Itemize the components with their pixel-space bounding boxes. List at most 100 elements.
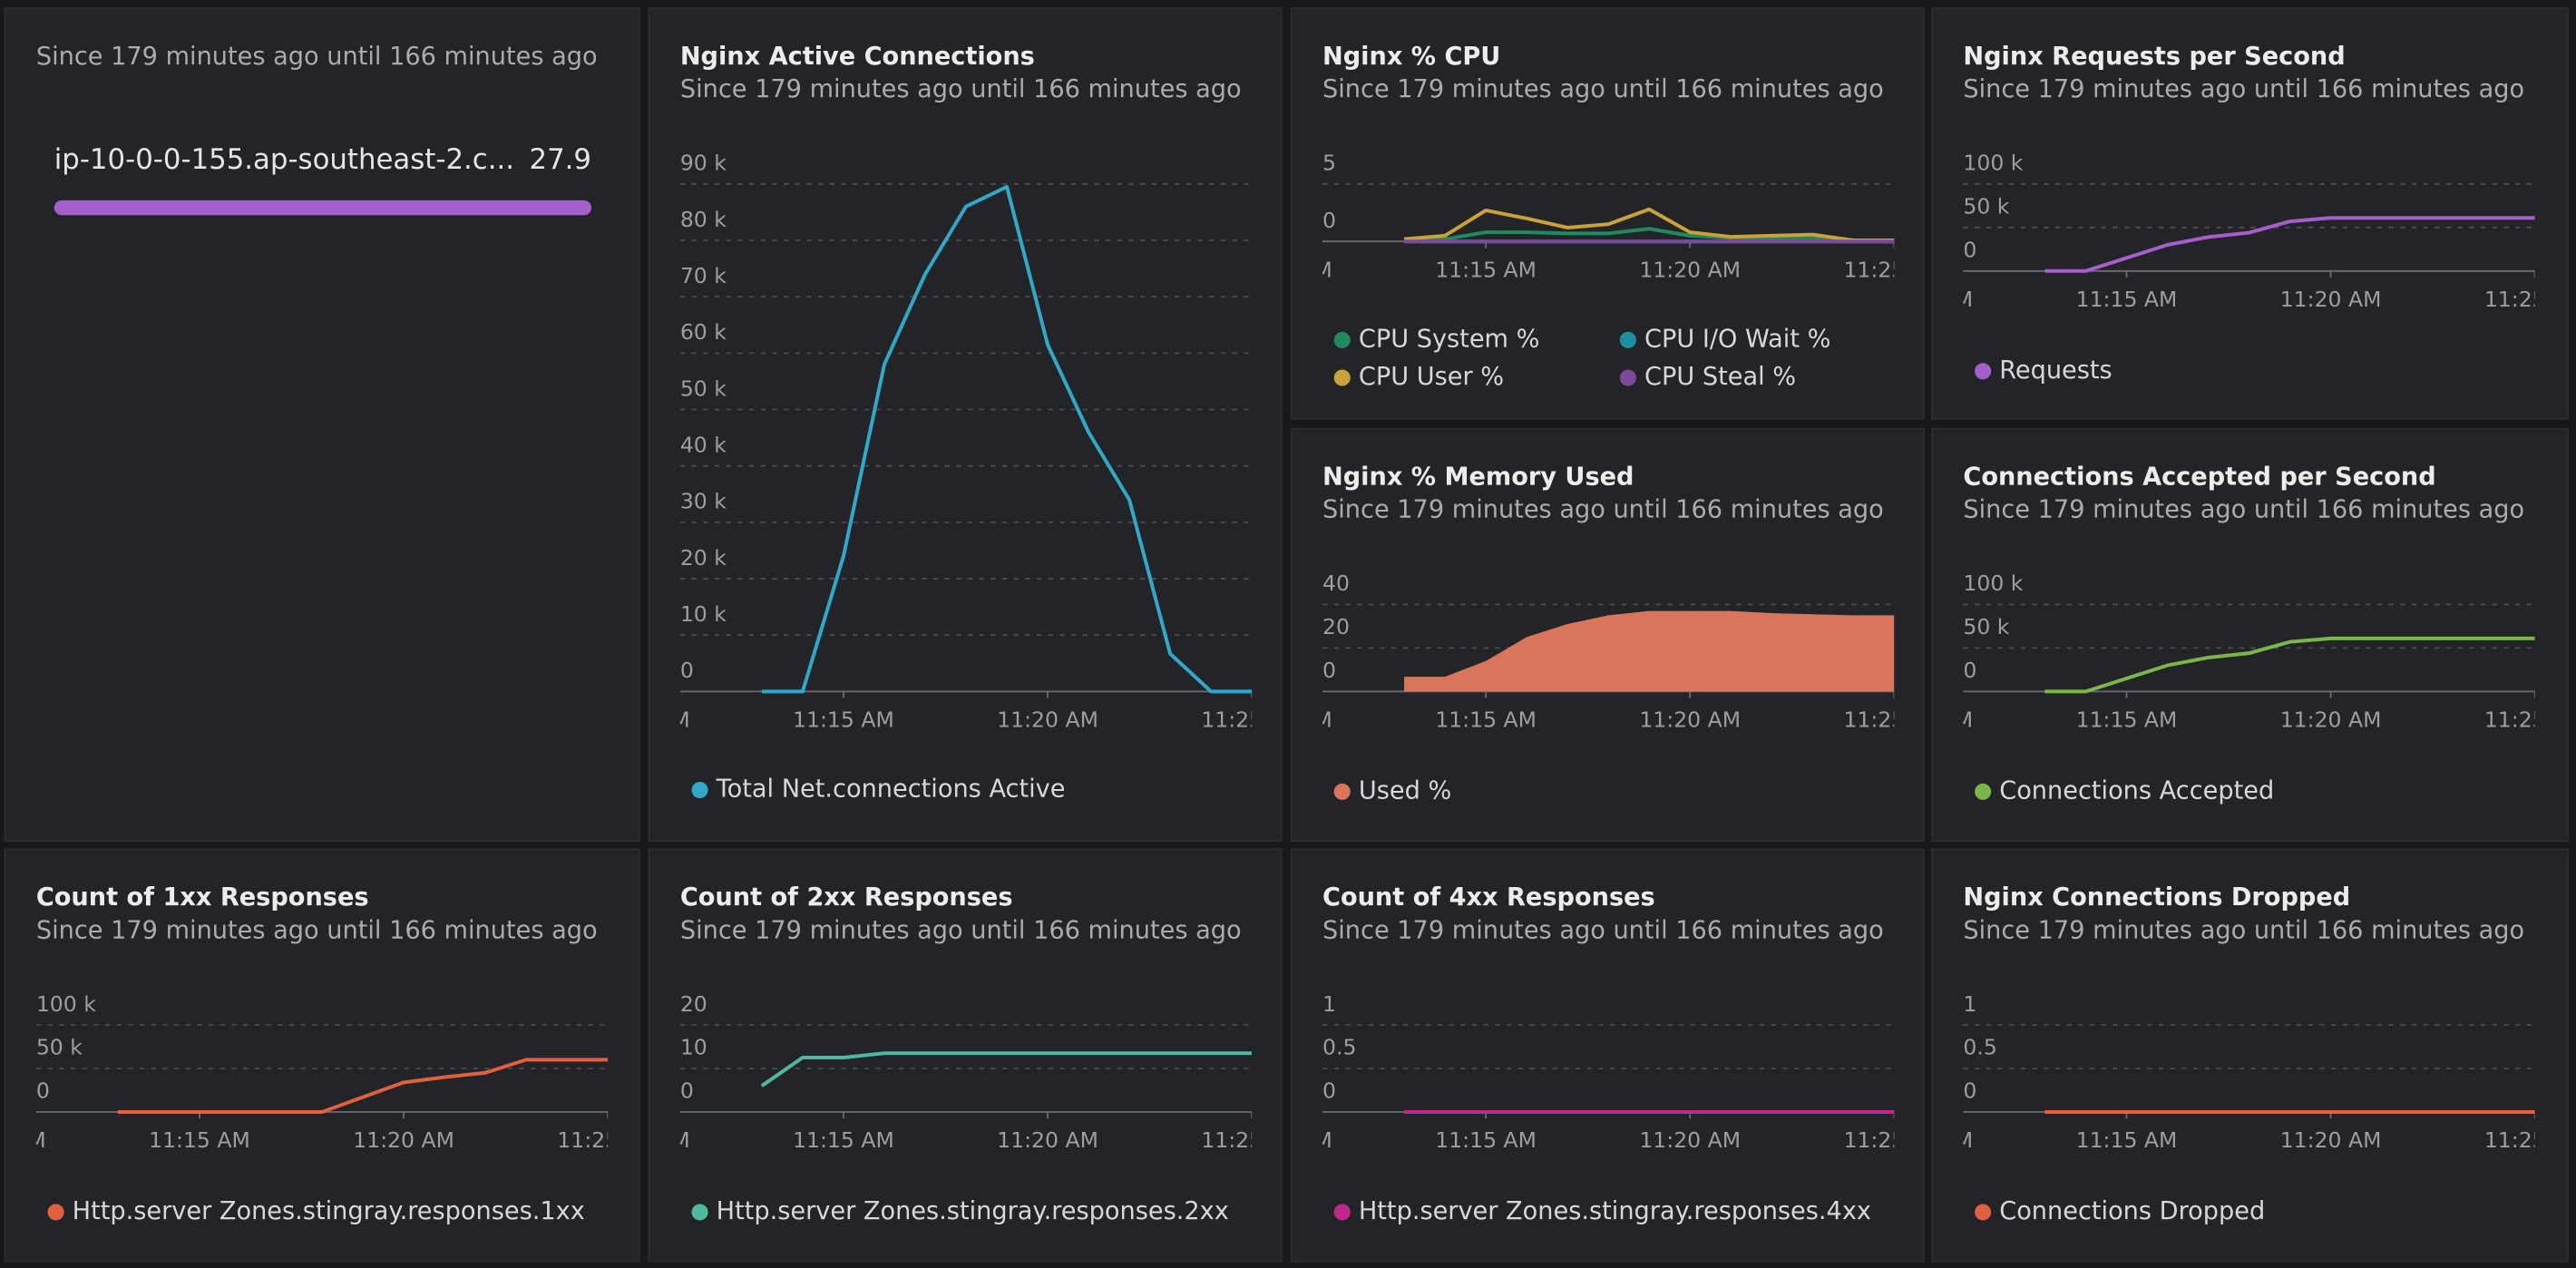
y-tick-label: 1: [1322, 991, 1336, 1017]
x-tick-label: 11:20 AM: [1639, 1127, 1741, 1153]
y-tick-label: 10 k: [680, 601, 727, 627]
series-line: [2044, 216, 2535, 273]
x-tick-label: 11:15 AM: [1435, 1127, 1537, 1153]
y-tick-label: 0: [1963, 238, 1976, 263]
plot-area: 11:10 AM 11:15 AM 11:20 AM 11:25 AM: [680, 1051, 1303, 1153]
legend-swatch: [1619, 369, 1636, 386]
y-tick-label: 0: [680, 658, 694, 683]
y-tick-label: 50 k: [1963, 194, 2009, 219]
legend-label: CPU I/O Wait %: [1644, 325, 1830, 353]
series-line: [760, 1051, 1253, 1088]
panel-background: [4, 7, 640, 843]
y-tick-label: 20: [680, 991, 707, 1017]
legend-swatch: [1619, 331, 1636, 348]
y-tick-label: 20: [1322, 614, 1350, 639]
x-tick-label: 11:20 AM: [1639, 707, 1741, 732]
legend-label: Http.server Zones.stingray.responses.1xx: [73, 1197, 585, 1225]
panel-background: [1290, 7, 1925, 420]
x-tick-label: 11:25 AM: [1201, 1127, 1303, 1153]
x-tick-label: 11:15 AM: [1435, 707, 1537, 732]
panel-background: [648, 7, 1283, 843]
y-tick-label: 60 k: [680, 319, 727, 345]
panel-background: [1931, 427, 2569, 843]
series-line: [2044, 636, 2535, 694]
panel-title: Nginx % CPU: [1322, 43, 1500, 71]
x-tick-label: 11:15 AM: [149, 1127, 250, 1153]
panel-subtitle: Since 179 minutes ago until 166 minutes …: [1963, 75, 2524, 103]
legend-label: Http.server Zones.stingray.responses.4xx: [1359, 1197, 1871, 1225]
panel: Connections Accepted per Second Since 179…: [1872, 427, 2576, 843]
x-tick-label: 11:15 AM: [793, 1127, 894, 1153]
y-tick-label: 40 k: [680, 432, 727, 457]
series-line: [1404, 227, 1895, 242]
x-tick-label: 11:20 AM: [2280, 287, 2382, 312]
x-tick-label: 11:15 AM: [793, 707, 894, 732]
panel-title: Count of 1xx Responses: [36, 883, 369, 912]
host-label: ip-10-0-0-155.ap-southeast-2.c...: [54, 143, 514, 176]
legend-swatch: [1975, 1204, 1992, 1221]
y-tick-label: 100 k: [1963, 571, 2023, 596]
legend-swatch: [1333, 783, 1351, 800]
legend-label: CPU System %: [1359, 325, 1540, 353]
legend-label: Http.server Zones.stingray.responses.2xx: [717, 1197, 1229, 1225]
x-tick-label: 11:25 AM: [2484, 707, 2576, 732]
panel-subtitle: Since 179 minutes ago until 166 minutes …: [1963, 496, 2524, 524]
y-tick-label: 10: [680, 1035, 707, 1060]
host-value: 27.9: [530, 143, 592, 176]
series-line: [761, 184, 1253, 694]
legend-swatch: [47, 1204, 64, 1221]
x-tick-label: 11:25 AM: [2484, 287, 2576, 312]
panel-subtitle: Since 179 minutes ago until 166 minutes …: [680, 916, 1242, 944]
panel: Nginx % Memory Used Since 179 minutes ago…: [1231, 427, 1925, 843]
y-tick-label: 20 k: [680, 545, 727, 571]
x-tick-label: 11:10 AM: [589, 707, 690, 732]
y-tick-label: 0: [1322, 208, 1336, 233]
legend-swatch: [1333, 1204, 1351, 1221]
panel-title: Nginx Connections Dropped: [1963, 883, 2350, 912]
panel-title: Connections Accepted per Second: [1963, 463, 2435, 491]
x-tick-label: 11:20 AM: [2280, 1127, 2382, 1153]
panel-subtitle: Since 179 minutes ago until 166 minutes …: [1963, 916, 2524, 944]
legend-label: Total Net.connections Active: [716, 775, 1066, 804]
plot-area: 11:10 AM 11:15 AM 11:20 AM 11:25 AM: [1231, 610, 1895, 732]
y-tick-label: 0.5: [1322, 1035, 1356, 1060]
x-tick-label: 11:10 AM: [1231, 707, 1332, 732]
y-tick-label: 80 k: [680, 207, 727, 232]
x-tick-label: 11:25 AM: [2484, 1127, 2576, 1153]
panel-background: [1931, 848, 2569, 1263]
panel: Nginx Requests per Second Since 179 minut…: [1931, 7, 2576, 420]
area: [1404, 610, 1895, 692]
x-tick-label: 11:20 AM: [1639, 257, 1741, 282]
legend-label: Used %: [1359, 776, 1451, 805]
y-tick-label: 100 k: [36, 991, 96, 1017]
x-tick-label: 11:25 AM: [1201, 707, 1303, 732]
panel: Count of 2xx Responses Since 179 minutes …: [648, 848, 1303, 1263]
x-tick-label: 11:10 AM: [1872, 707, 1974, 732]
x-tick-label: 11:20 AM: [997, 707, 1098, 732]
panel-title: Nginx Requests per Second: [1963, 43, 2345, 71]
x-tick-label: 11:20 AM: [353, 1127, 454, 1153]
plot-area: 11:10 AM 11:15 AM 11:20 AM 11:25 AM: [1231, 207, 1895, 282]
series-line: [1403, 207, 1895, 242]
y-tick-label: 50 k: [680, 376, 727, 401]
panel-background: [1931, 7, 2569, 420]
panel-subtitle: Since 179 minutes ago until 166 minutes …: [1322, 496, 1884, 524]
panel-subtitle: Since 179 minutes ago until 166 minutes …: [1322, 75, 1884, 103]
y-tick-label: 0: [36, 1078, 50, 1104]
plot-area: 11:10 AM 11:15 AM 11:20 AM 11:25 AM: [1963, 216, 2576, 312]
x-tick-label: 11:10 AM: [1231, 257, 1332, 282]
legend-swatch: [691, 1204, 708, 1221]
plot-area: 11:10 AM 11:15 AM 11:20 AM 11:25 AM: [36, 1058, 609, 1153]
y-tick-label: 0.5: [1963, 1035, 1996, 1060]
panel-subtitle: Since 179 minutes ago until 166 minutes …: [36, 43, 598, 71]
panel: Nginx Connections Dropped Since 179 minut…: [1931, 848, 2576, 1263]
y-tick-label: 100 k: [1963, 151, 2023, 176]
legend-label: Connections Accepted: [1999, 776, 2274, 805]
x-tick-label: 11:20 AM: [997, 1127, 1098, 1153]
panel: Nginx % CPU Since 179 minutes ago until 1…: [1231, 7, 1925, 420]
plot-area: 11:10 AM 11:15 AM 11:20 AM 11:25 AM: [589, 184, 1303, 732]
y-tick-label: 50 k: [36, 1035, 83, 1060]
bar: [54, 200, 592, 216]
